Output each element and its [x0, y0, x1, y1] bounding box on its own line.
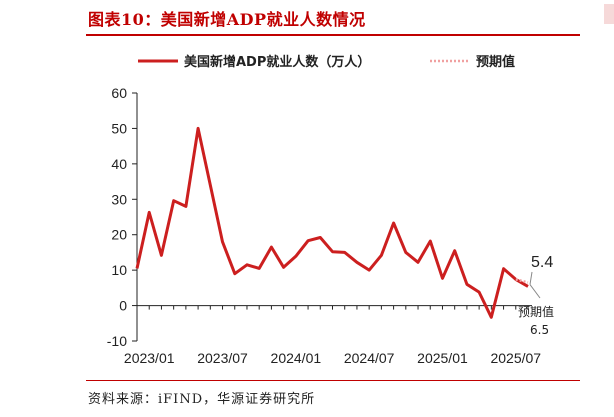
annotation-expected-value: 6.5 — [530, 323, 549, 337]
source-rule — [86, 380, 580, 381]
legend-label-expected: 预期值 — [476, 54, 515, 70]
y-tick-label: 40 — [111, 156, 127, 172]
annotation-leader-last — [529, 271, 533, 285]
x-tick-label: 2023/07 — [197, 350, 248, 366]
chart-area: -10 0 10 20 30 40 50 60 2023/01 2023/07 2024/01 202… — [107, 54, 554, 366]
y-tick-label: 10 — [111, 262, 127, 278]
x-tick-label: 2024/07 — [344, 350, 395, 366]
y-tick-label: 30 — [111, 191, 127, 207]
y-tick-label: 50 — [111, 120, 127, 136]
x-tick-label: 2023/01 — [124, 350, 175, 366]
x-tick-label: 2024/01 — [271, 350, 322, 366]
x-tick-label: 2025/01 — [417, 350, 468, 366]
y-tick-label: -10 — [107, 333, 127, 349]
source-note: 资料来源：iFIND，华源证券研究所 — [88, 392, 316, 407]
chart-title: 图表10：美国新增ADP就业人数情况 — [88, 10, 366, 29]
y-tick-label: 0 — [119, 298, 127, 314]
series-line-adp — [135, 126, 529, 319]
annotation-last-value: 5.4 — [531, 254, 553, 271]
x-tick-label: 2025/07 — [490, 350, 541, 366]
annotation-expected-label: 预期值 — [518, 304, 554, 319]
annotation-leader-expected — [529, 284, 541, 299]
adjacent-panel-edge — [604, 4, 614, 24]
y-tick-label: 20 — [111, 227, 127, 243]
y-tick-label: 60 — [111, 85, 127, 101]
title-rule — [86, 34, 580, 36]
legend-label-actual: 美国新增ADP就业人数（万人） — [184, 54, 370, 70]
